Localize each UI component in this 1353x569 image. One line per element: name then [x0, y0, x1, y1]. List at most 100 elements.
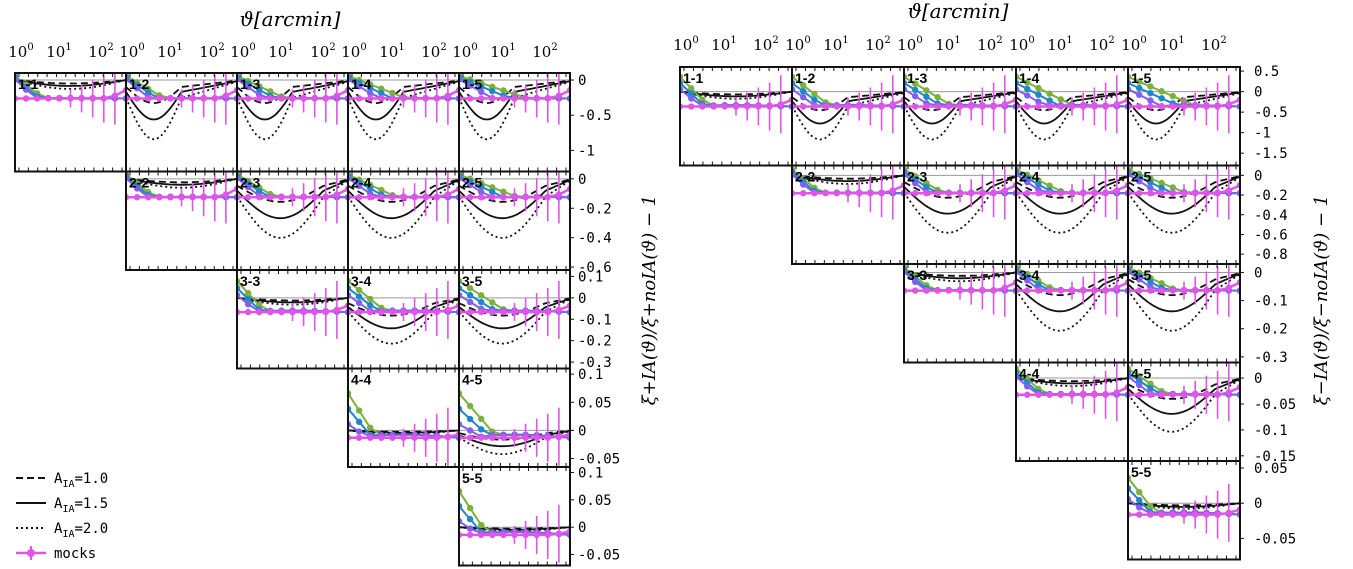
data-point [912, 86, 919, 94]
data-point [533, 194, 540, 201]
legend-entry: AIA=1.0 [16, 471, 108, 490]
panel-2-2: 2-2 [791, 164, 905, 265]
data-point [1158, 190, 1165, 197]
bin-label: 1-5 [1131, 70, 1151, 86]
data-point [1158, 287, 1165, 294]
data-point [433, 434, 440, 441]
data-point [111, 92, 119, 99]
data-point [1225, 509, 1233, 517]
data-point [311, 95, 318, 102]
x-tick-label: 102 [88, 42, 113, 61]
x-tick-label: 101 [157, 42, 182, 61]
data-point [1169, 511, 1177, 518]
data-point [1068, 391, 1076, 398]
model-curve-AIA-1.5 [680, 90, 792, 98]
y-tick-label: -1.5 [1254, 146, 1288, 162]
data-point [378, 85, 385, 92]
data-point [367, 194, 374, 201]
data-point [833, 103, 840, 110]
data-point [256, 95, 263, 102]
data-point [1169, 184, 1177, 191]
legend-entry: AIA=2.0 [16, 521, 108, 540]
data-point [1147, 97, 1154, 104]
bin-label: 4-4 [1019, 366, 1039, 382]
bin-label: 3-3 [240, 273, 260, 289]
panel-3-3: 3-3 [236, 269, 349, 370]
data-point [478, 292, 485, 299]
data-point [267, 95, 274, 102]
data-point [555, 530, 563, 537]
x-tick-label: 102 [1089, 35, 1114, 54]
data-point [433, 194, 440, 201]
data-point [1147, 103, 1154, 110]
data-point [522, 434, 529, 441]
data-point [333, 306, 341, 314]
model-curve-AIA-2.0 [237, 80, 348, 141]
legend-label: AIA=2.0 [54, 521, 108, 540]
data-point [256, 86, 263, 93]
data-point [934, 103, 941, 110]
bin-label: 2-2 [129, 175, 149, 191]
data-point [1158, 103, 1165, 110]
data-point [1057, 96, 1065, 103]
data-point [867, 190, 874, 197]
model-curve-AIA-1.5 [459, 297, 570, 330]
data-point [912, 103, 919, 110]
data-point [945, 287, 952, 294]
data-point [489, 531, 496, 539]
data-point [278, 194, 285, 201]
x-tick-label: 101 [935, 35, 960, 54]
bin-label: 1-4 [351, 76, 371, 92]
data-point [522, 308, 529, 316]
bin-label: 1-2 [129, 76, 149, 92]
data-point [466, 291, 474, 299]
bin-label: 4-5 [462, 372, 482, 388]
data-point [1001, 284, 1008, 292]
data-point [1091, 190, 1098, 197]
data-point [533, 531, 540, 539]
model-curve-AIA-1.5 [1016, 377, 1128, 385]
data-point [422, 308, 429, 316]
data-point [1147, 380, 1154, 387]
data-point [979, 190, 986, 197]
data-point [367, 424, 374, 431]
data-point [1147, 287, 1154, 294]
data-point [1023, 92, 1031, 99]
bin-label: 1-2 [795, 70, 815, 86]
y-tick-label: -0.5 [1254, 105, 1288, 121]
model-curve-AIA-2.0 [792, 174, 904, 185]
data-point [355, 182, 363, 190]
data-point [912, 80, 919, 87]
data-point [244, 308, 252, 316]
data-point [355, 407, 363, 414]
bin-label: 4-5 [1131, 366, 1151, 382]
data-point [466, 402, 474, 410]
data-point [1102, 190, 1109, 197]
data-point [355, 418, 363, 426]
data-point [478, 88, 485, 96]
data-point [133, 95, 141, 102]
subfigure-xi_minus_panel: ϑ[arcmin]100 101 102 100 101 102 100 101 102 100 1… [673, 0, 1332, 561]
y-tick-label: -0.2 [1254, 188, 1288, 204]
model-curve-AIA-1.0 [126, 178, 237, 184]
panel-1-4: 1-4 [347, 72, 460, 173]
data-point [732, 103, 740, 110]
data-point [222, 191, 230, 198]
data-point [256, 187, 263, 195]
data-point [200, 95, 207, 102]
data-point [1046, 391, 1053, 398]
data-point [367, 84, 374, 92]
y-tick-label: -0.2 [578, 201, 612, 217]
data-point [311, 194, 318, 201]
data-point [167, 95, 174, 102]
x-tick-label: 101 [823, 35, 848, 54]
bin-label: 5-5 [462, 470, 482, 486]
data-point [300, 194, 307, 201]
data-point [133, 194, 141, 201]
data-point [178, 95, 185, 102]
y-tick-label: 0.05 [578, 395, 612, 411]
data-point [1046, 190, 1053, 197]
data-point [256, 194, 263, 201]
y-tick-label: -0.1 [1254, 294, 1288, 310]
data-point [1158, 511, 1165, 518]
